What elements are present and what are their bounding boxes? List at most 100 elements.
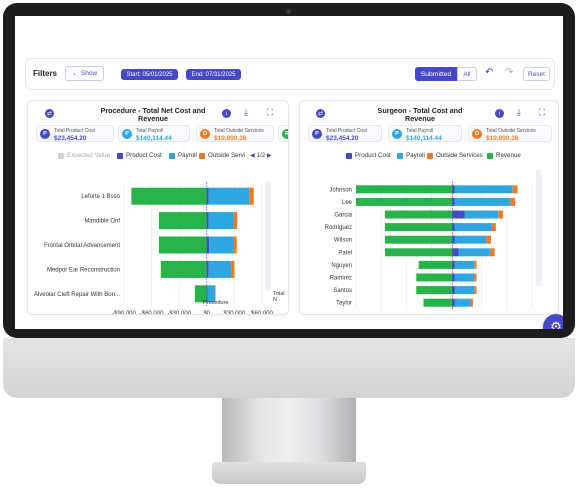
chart-scrollbar[interactable] xyxy=(265,181,271,291)
x-tick-label: $0 xyxy=(203,311,210,314)
legend-label: Payroll xyxy=(406,152,425,159)
bar-segment[interactable] xyxy=(470,298,473,307)
pager-prev-icon[interactable]: ◀ xyxy=(250,152,255,159)
bar-segment[interactable] xyxy=(416,273,453,282)
bar-segment[interactable] xyxy=(498,210,504,219)
end-date-chip[interactable]: End: 07/31/2025 xyxy=(186,69,241,80)
legend-label: Expected Value xyxy=(67,152,110,159)
pager-next-icon[interactable]: ▶ xyxy=(266,152,272,159)
camera-dot xyxy=(286,9,291,14)
bar-segment[interactable] xyxy=(452,197,455,206)
bar-segment[interactable] xyxy=(356,185,453,194)
chart-scrollbar[interactable] xyxy=(536,169,542,287)
redo-icon[interactable]: ↷ xyxy=(505,67,514,78)
show-button[interactable]: ⌄ Show xyxy=(65,66,104,81)
bar-segment[interactable] xyxy=(206,212,209,230)
info-icon[interactable]: i xyxy=(222,109,231,118)
undo-icon[interactable]: ↶ xyxy=(485,67,494,78)
bar-segment[interactable] xyxy=(489,248,495,257)
bar-segment[interactable] xyxy=(452,210,465,219)
bar-segment[interactable] xyxy=(452,223,455,232)
bar-segment[interactable] xyxy=(209,236,234,254)
bar-segment[interactable] xyxy=(206,236,210,254)
bar-segment[interactable] xyxy=(158,212,207,230)
bar-segment[interactable] xyxy=(452,235,455,244)
legend-expected[interactable]: Expected Value xyxy=(58,152,110,159)
bar-segment[interactable] xyxy=(474,260,477,269)
bar-segment[interactable] xyxy=(510,197,516,206)
bar-segment[interactable] xyxy=(486,235,492,244)
expand-icon[interactable]: ⛶ xyxy=(267,107,274,117)
bar-segment[interactable] xyxy=(206,285,208,303)
bar-segment[interactable] xyxy=(208,212,234,230)
bar-segment[interactable] xyxy=(454,298,471,307)
bar-segment[interactable] xyxy=(206,187,209,205)
legend-outside[interactable]: Outside Services xyxy=(427,152,483,159)
all-toggle[interactable]: All xyxy=(457,67,477,81)
reset-button[interactable]: Reset xyxy=(523,67,550,81)
bar-segment[interactable] xyxy=(452,185,455,194)
bar-segment[interactable] xyxy=(452,248,459,257)
bar-segment[interactable] xyxy=(454,235,487,244)
bar-segment[interactable] xyxy=(454,260,475,269)
bar-segment[interactable] xyxy=(215,285,216,303)
download-icon[interactable]: ⤓ xyxy=(244,107,248,117)
legend-payroll[interactable]: Payroll xyxy=(169,152,197,159)
bar-segment[interactable] xyxy=(384,210,453,219)
category-label: Johnson xyxy=(329,187,352,193)
monitor-foot xyxy=(212,462,366,484)
bar-segment[interactable] xyxy=(208,187,250,205)
bar-segment[interactable] xyxy=(452,273,455,282)
bar-segment[interactable] xyxy=(454,286,475,295)
monitor-chin xyxy=(3,338,575,398)
legend-product[interactable]: Product Cost xyxy=(346,152,391,159)
bar-segment[interactable] xyxy=(454,197,511,206)
bar-segment[interactable] xyxy=(356,197,453,206)
bar-segment[interactable] xyxy=(384,248,453,257)
bar-segment[interactable] xyxy=(194,285,207,303)
bar-segment[interactable] xyxy=(249,187,254,205)
bar-segment[interactable] xyxy=(452,298,455,307)
bar-segment[interactable] xyxy=(231,260,235,278)
kpi-letter: O xyxy=(200,129,210,139)
bar-segment[interactable] xyxy=(491,223,496,232)
download-icon[interactable]: ⤓ xyxy=(517,107,521,117)
legend-revenue[interactable]: Revenue xyxy=(487,152,521,159)
legend-payroll[interactable]: Payroll xyxy=(397,152,425,159)
bar-segment[interactable] xyxy=(452,286,455,295)
bar-segment[interactable] xyxy=(384,235,453,244)
bar-segment[interactable] xyxy=(384,223,453,232)
bar-segment[interactable] xyxy=(474,273,477,282)
settings-gear-button[interactable]: ⚙ xyxy=(543,314,563,329)
bar-segment[interactable] xyxy=(452,260,455,269)
legend-product[interactable]: Product Cost xyxy=(117,152,162,159)
info-icon[interactable]: i xyxy=(495,109,504,118)
legend-pager[interactable]: ◀ 1/2 ▶ xyxy=(250,152,272,159)
bar-segment[interactable] xyxy=(474,286,477,295)
total-label: Total N xyxy=(273,291,285,303)
bar-segment[interactable] xyxy=(512,185,518,194)
bar-segment[interactable] xyxy=(131,187,207,205)
bar-segment[interactable] xyxy=(423,298,453,307)
bar-segment[interactable] xyxy=(233,212,238,230)
submitted-toggle[interactable]: Submitted xyxy=(415,67,457,81)
bar-segment[interactable] xyxy=(233,236,237,254)
bar-segment[interactable] xyxy=(458,248,490,257)
swap-icon[interactable]: ⇄ xyxy=(45,109,54,118)
bar-segment[interactable] xyxy=(158,236,207,254)
bar-segment[interactable] xyxy=(454,273,475,282)
start-date-chip[interactable]: Start: 05/01/2025 xyxy=(121,69,178,80)
bar-segment[interactable] xyxy=(206,260,209,278)
bar-segment[interactable] xyxy=(207,285,216,303)
kpi-value: $140,114.44 xyxy=(406,134,442,142)
bar-segment[interactable] xyxy=(416,286,453,295)
bar-segment[interactable] xyxy=(454,223,492,232)
bar-segment[interactable] xyxy=(418,260,453,269)
bar-segment[interactable] xyxy=(454,185,513,194)
bar-segment[interactable] xyxy=(464,210,499,219)
expand-icon[interactable]: ⛶ xyxy=(539,107,546,117)
legend-outside[interactable]: Outside Servi xyxy=(199,152,245,159)
bar-segment[interactable] xyxy=(160,260,207,278)
bar-segment[interactable] xyxy=(208,260,232,278)
swap-icon[interactable]: ⇄ xyxy=(316,109,325,118)
